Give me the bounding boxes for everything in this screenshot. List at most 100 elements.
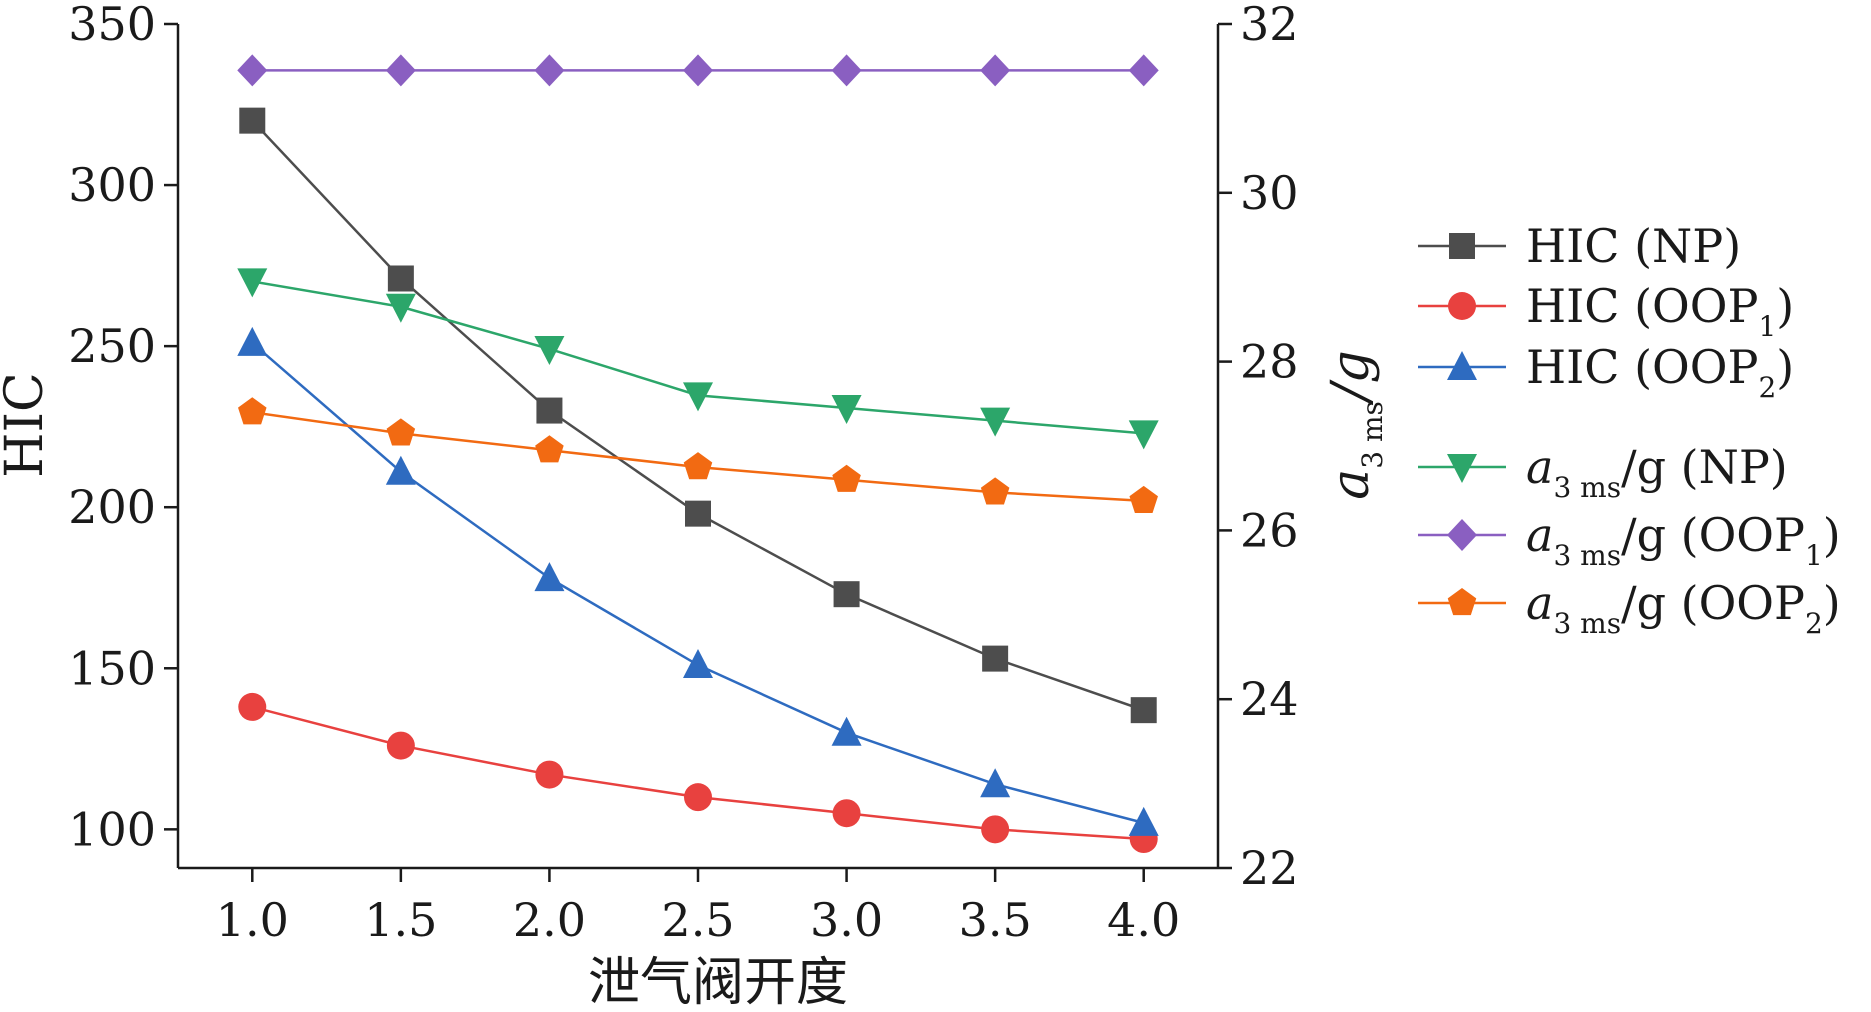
y2-axis-title-base: a — [1321, 469, 1381, 500]
x-tick-label: 1.5 — [364, 893, 437, 947]
legend-label-tail2: ) — [1823, 508, 1841, 562]
x-tick-label: 4.0 — [1107, 893, 1180, 947]
series-layer — [237, 54, 1159, 854]
data-point — [535, 435, 564, 463]
y-right-tick-label: 26 — [1240, 503, 1299, 557]
legend-item-4: a3 ms/g (NP) — [1418, 440, 1788, 504]
x-tick-label: 1.0 — [216, 893, 289, 947]
legend-marker — [1447, 454, 1477, 483]
legend-label-tail: /g (OOP — [1621, 508, 1805, 562]
data-point — [387, 265, 414, 292]
data-point — [1128, 54, 1159, 87]
data-point — [981, 815, 1010, 844]
legend-marker — [1449, 233, 1475, 259]
data-point — [980, 54, 1011, 87]
x-tick-label: 2.0 — [513, 893, 586, 947]
x-axis: 1.0 1.5 2.0 2.5 3.0 3.5 4.0 — [216, 868, 1180, 947]
series-2 — [238, 692, 1158, 854]
data-point — [385, 293, 416, 323]
series-4 — [237, 268, 1159, 450]
series-5 — [237, 54, 1159, 87]
legend-label-sub: 3 ms — [1553, 607, 1621, 640]
data-point — [980, 477, 1010, 505]
legend-label-sub: 3 ms — [1553, 471, 1621, 504]
data-point — [535, 760, 564, 789]
data-point — [832, 464, 861, 492]
x-tick-label: 3.5 — [959, 893, 1032, 947]
data-point — [832, 799, 861, 828]
data-point — [534, 562, 565, 592]
legend-label-tail: /g (OOP — [1621, 576, 1805, 630]
data-point — [683, 54, 713, 87]
series-3 — [237, 326, 1159, 836]
legend-label-sub: 3 ms — [1553, 539, 1621, 572]
data-point — [831, 716, 862, 746]
data-point — [237, 54, 268, 87]
legend-label-sub2: 2 — [1805, 607, 1823, 640]
y-left-tick-label: 350 — [68, 0, 156, 51]
legend-label-base: HIC (OOP — [1526, 340, 1758, 394]
data-point — [831, 395, 862, 425]
data-point — [237, 326, 268, 356]
data-point — [239, 107, 266, 134]
legend-label-tail2: ) — [1823, 576, 1841, 630]
series-6 — [238, 397, 1158, 513]
x-tick-label: 3.0 — [810, 893, 883, 947]
legend-label: HIC (NP) — [1526, 219, 1741, 273]
y2-axis-title: a3 ms/g — [1321, 350, 1389, 499]
y-right-tick-label: 28 — [1240, 335, 1299, 389]
legend-item-1: HIC (NP) — [1418, 219, 1741, 273]
y-axis-left: 100 150 200 250 300 350 — [68, 0, 178, 856]
y-left-tick-label: 100 — [68, 802, 156, 856]
data-point — [980, 407, 1011, 437]
x-axis-title: 泄气阀开度 — [588, 953, 848, 1012]
legend-item-5: a3 ms/g (OOP1) — [1418, 508, 1841, 572]
data-point — [238, 692, 267, 721]
legend-label-sub: 1 — [1758, 310, 1776, 343]
data-point — [683, 649, 713, 679]
legend-marker — [1447, 519, 1477, 551]
legend-label: a3 ms/g (OOP2) — [1526, 576, 1841, 640]
data-point — [1128, 806, 1159, 836]
data-point — [386, 731, 415, 760]
data-point — [536, 397, 563, 424]
y-left-tick-label: 200 — [68, 480, 156, 534]
legend-label-sub2: 1 — [1805, 539, 1823, 572]
legend-marker — [1448, 292, 1476, 320]
legend-label-tail: ) — [1776, 279, 1794, 333]
legend-label: HIC (OOP2) — [1526, 340, 1794, 404]
y-axis-right: 22 24 26 28 30 32 — [1218, 0, 1299, 895]
y-left-tick-label: 250 — [68, 319, 156, 373]
data-point — [1130, 697, 1157, 724]
x-tick-label: 2.5 — [661, 893, 734, 947]
data-point — [980, 768, 1011, 798]
data-point — [982, 645, 1009, 672]
y2-axis-title-suffix: /g — [1321, 350, 1381, 406]
y-right-tick-label: 32 — [1240, 0, 1299, 51]
legend-label-base: a — [1526, 440, 1553, 494]
series-1 — [239, 107, 1157, 724]
plot-frame — [176, 24, 1220, 870]
series-line — [251, 341, 1145, 825]
legend: HIC (NP)HIC (OOP1)HIC (OOP2)a3 ms/g (NP)… — [1418, 219, 1841, 640]
data-point — [1129, 485, 1158, 513]
legend-label: HIC (OOP1) — [1526, 279, 1794, 343]
y-axis-title: HIC — [0, 372, 55, 478]
data-point — [534, 54, 565, 87]
data-point — [385, 455, 416, 485]
data-point — [683, 452, 713, 480]
legend-label-tail: /g (NP) — [1621, 440, 1788, 494]
data-point — [534, 335, 565, 365]
y-right-tick-label: 24 — [1240, 672, 1299, 726]
legend-label-base: a — [1526, 508, 1553, 562]
legend-label: a3 ms/g (NP) — [1526, 440, 1788, 504]
series-line — [251, 119, 1145, 712]
data-point — [684, 783, 712, 812]
legend-marker — [1447, 588, 1477, 616]
y-left-tick-label: 150 — [68, 641, 156, 695]
y-right-tick-label: 22 — [1240, 841, 1299, 895]
data-point — [237, 268, 268, 298]
legend-label: a3 ms/g (OOP1) — [1526, 508, 1841, 572]
legend-item-3: HIC (OOP2) — [1418, 340, 1794, 404]
